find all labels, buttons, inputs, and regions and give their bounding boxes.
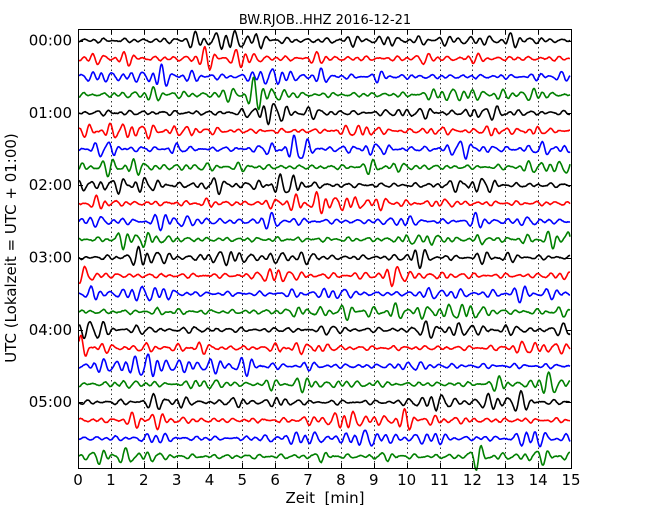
plot-frame [78,29,572,469]
x-tick-label: 10 [397,471,416,489]
trace-line [78,45,571,71]
x-tick-label: 15 [561,471,580,489]
y-tick-labels: 00:00 01:00 02:00 03:00 04:00 05:00 [29,32,72,412]
x-tick-label: 5 [238,471,248,489]
x-tick-label: 6 [270,471,280,489]
tick-marks [78,29,572,468]
trace-line [78,389,571,412]
x-axis-label: Zeit [min] [285,489,364,507]
y-axis-label: UTC (Lokalzeit = UTC + 01:00) [2,133,20,363]
x-tick-labels: 0 1 2 3 4 5 6 7 8 9 10 11 12 13 14 15 [73,471,580,489]
trace-line [78,173,571,196]
vertical-grid [111,29,539,468]
trace-line [78,63,571,87]
y-tick-label: 00:00 [29,32,72,50]
trace-line [78,429,571,448]
trace-line [78,407,571,431]
x-tick-label: 1 [106,471,116,489]
trace-line [78,353,571,378]
x-tick-label: 7 [303,471,313,489]
trace-line [78,190,571,215]
y-tick-label: 01:00 [29,104,72,122]
trace-line [78,211,571,232]
trace-group [78,29,571,471]
trace-line [78,320,571,340]
y-tick-label: 04:00 [29,321,72,339]
trace-line [78,122,570,140]
trace-line [78,371,571,394]
trace-line [78,245,571,269]
trace-line [78,230,571,251]
x-tick-label: 14 [529,471,548,489]
y-tick-label: 03:00 [29,249,72,267]
x-tick-label: 8 [336,471,346,489]
y-tick-label: 02:00 [29,176,72,194]
trace-line [78,76,571,111]
x-tick-label: 13 [496,471,515,489]
chart-title: BW.RJOB..HHZ 2016-12-21 [239,13,411,28]
trace-line [78,134,571,160]
x-tick-label: 4 [205,471,215,489]
trace-line [78,285,571,304]
x-tick-label: 3 [172,471,182,489]
trace-line [78,334,571,357]
x-tick-label: 2 [139,471,149,489]
x-tick-label: 11 [430,471,449,489]
trace-line [78,158,571,178]
trace-line [78,103,571,126]
x-tick-label: 12 [463,471,482,489]
y-tick-label: 05:00 [29,393,72,411]
x-tick-label: 0 [73,471,83,489]
trace-line [78,265,571,288]
trace-line [78,29,571,51]
trace-line [78,302,571,321]
trace-line [78,444,570,471]
x-tick-label: 9 [369,471,379,489]
